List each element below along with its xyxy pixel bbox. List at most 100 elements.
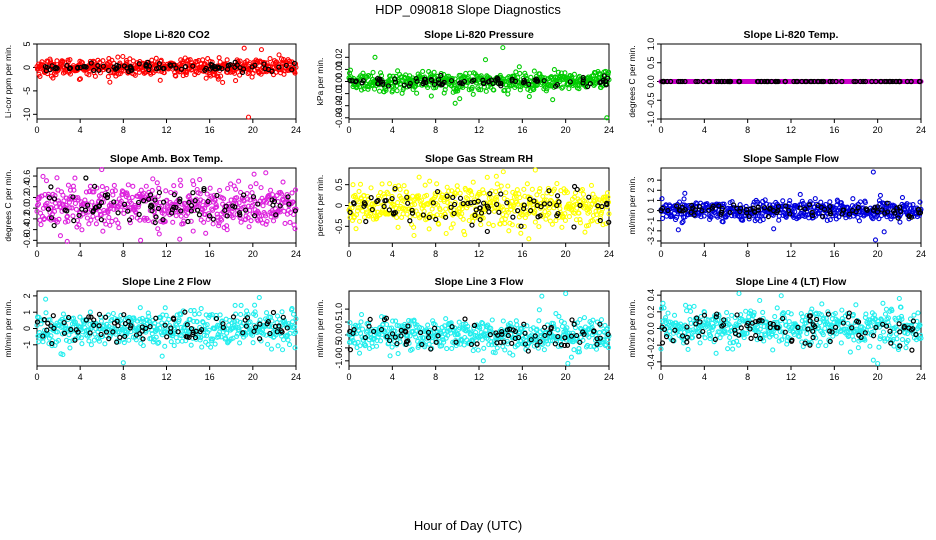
data-point — [543, 216, 549, 222]
data-point — [188, 218, 194, 224]
data-point — [77, 76, 83, 82]
data-points — [34, 45, 299, 120]
highlight-point — [182, 64, 189, 70]
data-point — [536, 224, 542, 230]
highlight-point — [82, 63, 88, 70]
data-point — [241, 198, 247, 204]
data-point — [279, 309, 285, 315]
data-point — [556, 313, 562, 319]
highlight-point — [541, 78, 547, 84]
y-axis-label: ml/min per min. — [315, 299, 325, 357]
highlight-point — [916, 78, 922, 85]
y-axis-label: degrees C per min. — [627, 45, 637, 117]
y-tick-label: 0.00 — [334, 73, 344, 91]
x-tick-label: 16 — [517, 372, 527, 382]
data-point — [60, 58, 66, 64]
data-point — [387, 73, 393, 79]
data-point — [427, 178, 433, 184]
y-tick-label: -0.5 — [334, 219, 344, 235]
x-tick-label: 24 — [291, 372, 301, 382]
x-tick-label: 4 — [78, 372, 83, 382]
data-point — [571, 71, 577, 77]
data-point — [221, 196, 227, 202]
highlight-point — [736, 78, 742, 85]
data-point — [377, 88, 383, 94]
data-point — [125, 182, 131, 188]
highlight-point — [682, 78, 688, 85]
data-point — [100, 199, 106, 205]
highlight-point — [441, 79, 447, 85]
panel-2: Slope Li-820 Temp.degrees C per min.0 4 8 1… — [627, 29, 926, 135]
highlight-point — [270, 309, 277, 316]
data-point — [145, 218, 151, 224]
outlier-point — [482, 57, 489, 63]
highlight-point — [188, 202, 195, 209]
highlight-point — [177, 198, 183, 205]
panel-title: Slope Line 3 Flow — [435, 276, 525, 288]
data-point — [559, 224, 565, 230]
data-point — [217, 312, 223, 318]
data-point — [162, 343, 168, 349]
data-point — [486, 221, 492, 227]
data-point — [248, 184, 254, 190]
data-point — [354, 208, 361, 214]
data-point — [92, 73, 98, 79]
x-tick-label: 24 — [604, 249, 614, 259]
highlight-point — [719, 78, 725, 85]
data-point — [110, 310, 116, 317]
highlight-point — [448, 78, 455, 84]
data-point — [414, 90, 420, 96]
highlight-point — [438, 72, 444, 79]
data-point — [93, 221, 99, 227]
data-point — [278, 205, 284, 211]
y-tick-label: 0.02 — [334, 49, 344, 67]
data-point — [171, 183, 177, 189]
data-point — [67, 57, 73, 63]
highlight-point — [827, 78, 833, 85]
data-points — [346, 291, 612, 366]
x-tick-label: 8 — [433, 249, 438, 259]
data-point — [71, 187, 77, 193]
data-point — [359, 208, 366, 214]
highlight-point — [205, 198, 211, 205]
data-point — [70, 183, 76, 189]
data-point — [105, 209, 111, 215]
data-point — [514, 187, 520, 193]
data-point — [543, 88, 549, 94]
data-point — [360, 70, 366, 76]
data-point — [198, 306, 204, 312]
data-points — [346, 167, 612, 242]
data-point — [422, 182, 428, 188]
data-point — [232, 70, 238, 76]
highlight-point — [533, 76, 540, 82]
data-point — [355, 199, 362, 205]
data-point — [827, 199, 833, 205]
data-point — [137, 305, 143, 311]
data-point — [130, 183, 136, 189]
highlight-point — [283, 62, 289, 69]
data-point — [454, 183, 460, 189]
data-point — [201, 219, 207, 225]
highlight-point — [121, 312, 127, 318]
data-point — [494, 345, 500, 351]
highlight-point — [173, 204, 179, 211]
data-point — [204, 191, 210, 197]
data-point — [401, 183, 407, 189]
data-point — [500, 169, 506, 175]
highlight-point — [153, 214, 159, 220]
highlight-point — [145, 59, 151, 65]
data-point — [196, 311, 202, 317]
data-point — [592, 81, 598, 87]
y-tick-label: -0.5 — [334, 340, 344, 356]
data-point — [168, 189, 174, 196]
data-point — [105, 74, 111, 80]
x-tick-label: 0 — [658, 249, 663, 259]
data-point — [140, 195, 146, 201]
data-point — [129, 194, 135, 200]
highlight-point — [782, 78, 788, 85]
highlight-point — [908, 78, 914, 85]
data-point — [461, 342, 467, 348]
highlight-point — [869, 78, 875, 85]
data-point — [580, 191, 587, 197]
